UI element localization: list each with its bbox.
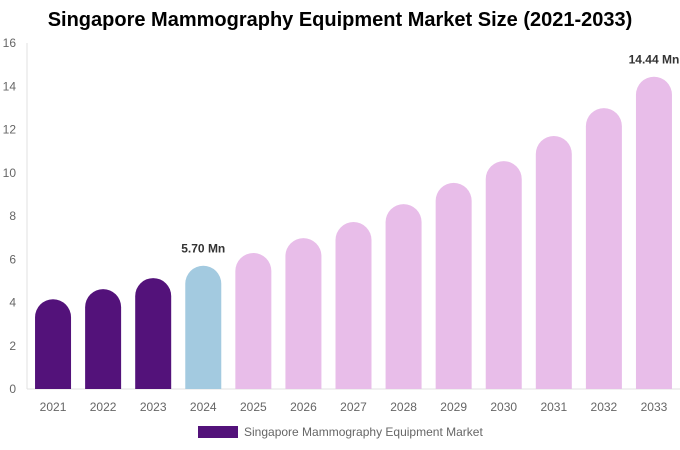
- y-tick-label: 2: [9, 339, 16, 353]
- bar-2030: [485, 161, 522, 389]
- y-tick-label: 12: [3, 123, 17, 137]
- bar-2033: [635, 76, 672, 390]
- y-tick-label: 8: [9, 209, 16, 223]
- bar-2024: [185, 265, 222, 389]
- x-tick-label: 2028: [390, 400, 417, 414]
- data-label: 14.44 Mn: [629, 53, 680, 67]
- x-tick-label: 2024: [190, 400, 217, 414]
- y-tick-label: 4: [9, 296, 16, 310]
- y-tick-label: 0: [9, 382, 16, 396]
- x-tick-label: 2021: [40, 400, 67, 414]
- legend-label: Singapore Mammography Equipment Market: [244, 425, 483, 439]
- bar-2029: [435, 182, 472, 389]
- bar-2022: [85, 289, 122, 389]
- x-tick-label: 2030: [490, 400, 517, 414]
- bar-2023: [135, 278, 172, 389]
- bar-2028: [385, 204, 422, 389]
- bar-2025: [235, 252, 272, 389]
- x-tick-label: 2033: [641, 400, 668, 414]
- y-tick-label: 14: [3, 79, 17, 93]
- bar-2027: [335, 222, 372, 389]
- x-tick-label: 2026: [290, 400, 317, 414]
- chart-title: Singapore Mammography Equipment Market S…: [47, 9, 633, 31]
- y-tick-label: 6: [9, 252, 16, 266]
- data-label: 5.70 Mn: [181, 242, 225, 256]
- x-tick-label: 2023: [140, 400, 167, 414]
- legend: Singapore Mammography Equipment Market: [198, 425, 483, 439]
- x-tick-label: 2031: [540, 400, 567, 414]
- bar-2032: [585, 108, 622, 389]
- legend-swatch: [198, 426, 238, 438]
- x-tick-label: 2025: [240, 400, 267, 414]
- bar-2026: [285, 238, 322, 389]
- x-tick-label: 2032: [591, 400, 618, 414]
- y-tick-label: 10: [3, 166, 17, 180]
- bar-2031: [535, 135, 572, 389]
- bar-2021: [35, 299, 72, 389]
- y-tick-label: 16: [3, 36, 17, 50]
- x-tick-label: 2027: [340, 400, 367, 414]
- x-tick-label: 2022: [90, 400, 117, 414]
- x-tick-label: 2029: [440, 400, 467, 414]
